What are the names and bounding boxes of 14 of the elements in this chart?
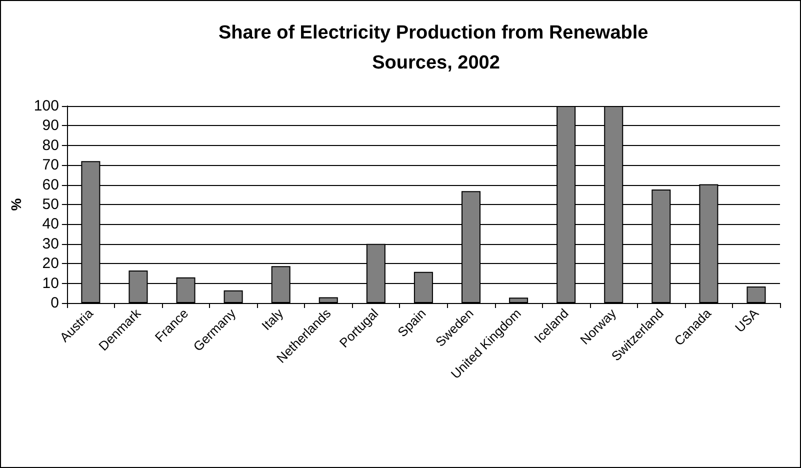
y-tick-label: 70 [42,156,59,174]
y-axis-title: % [8,198,24,211]
y-tick-label: 10 [42,274,59,292]
chart-title: Share of Electricity Production from Renewable Sources, 2002 [218,22,654,74]
y-tick-label: 100 [34,98,59,114]
y-tick-label: 20 [42,255,59,272]
y-tick-label: 0 [50,294,59,312]
y-tick-label: 30 [42,235,59,252]
y-tick-label: 80 [42,136,59,154]
x-tick-label: USA [732,305,762,336]
y-tick-label: 60 [42,176,59,194]
y-tick-label: 90 [42,117,59,134]
y-tick-label: 50 [42,196,59,213]
y-tick-label: 40 [42,216,59,233]
